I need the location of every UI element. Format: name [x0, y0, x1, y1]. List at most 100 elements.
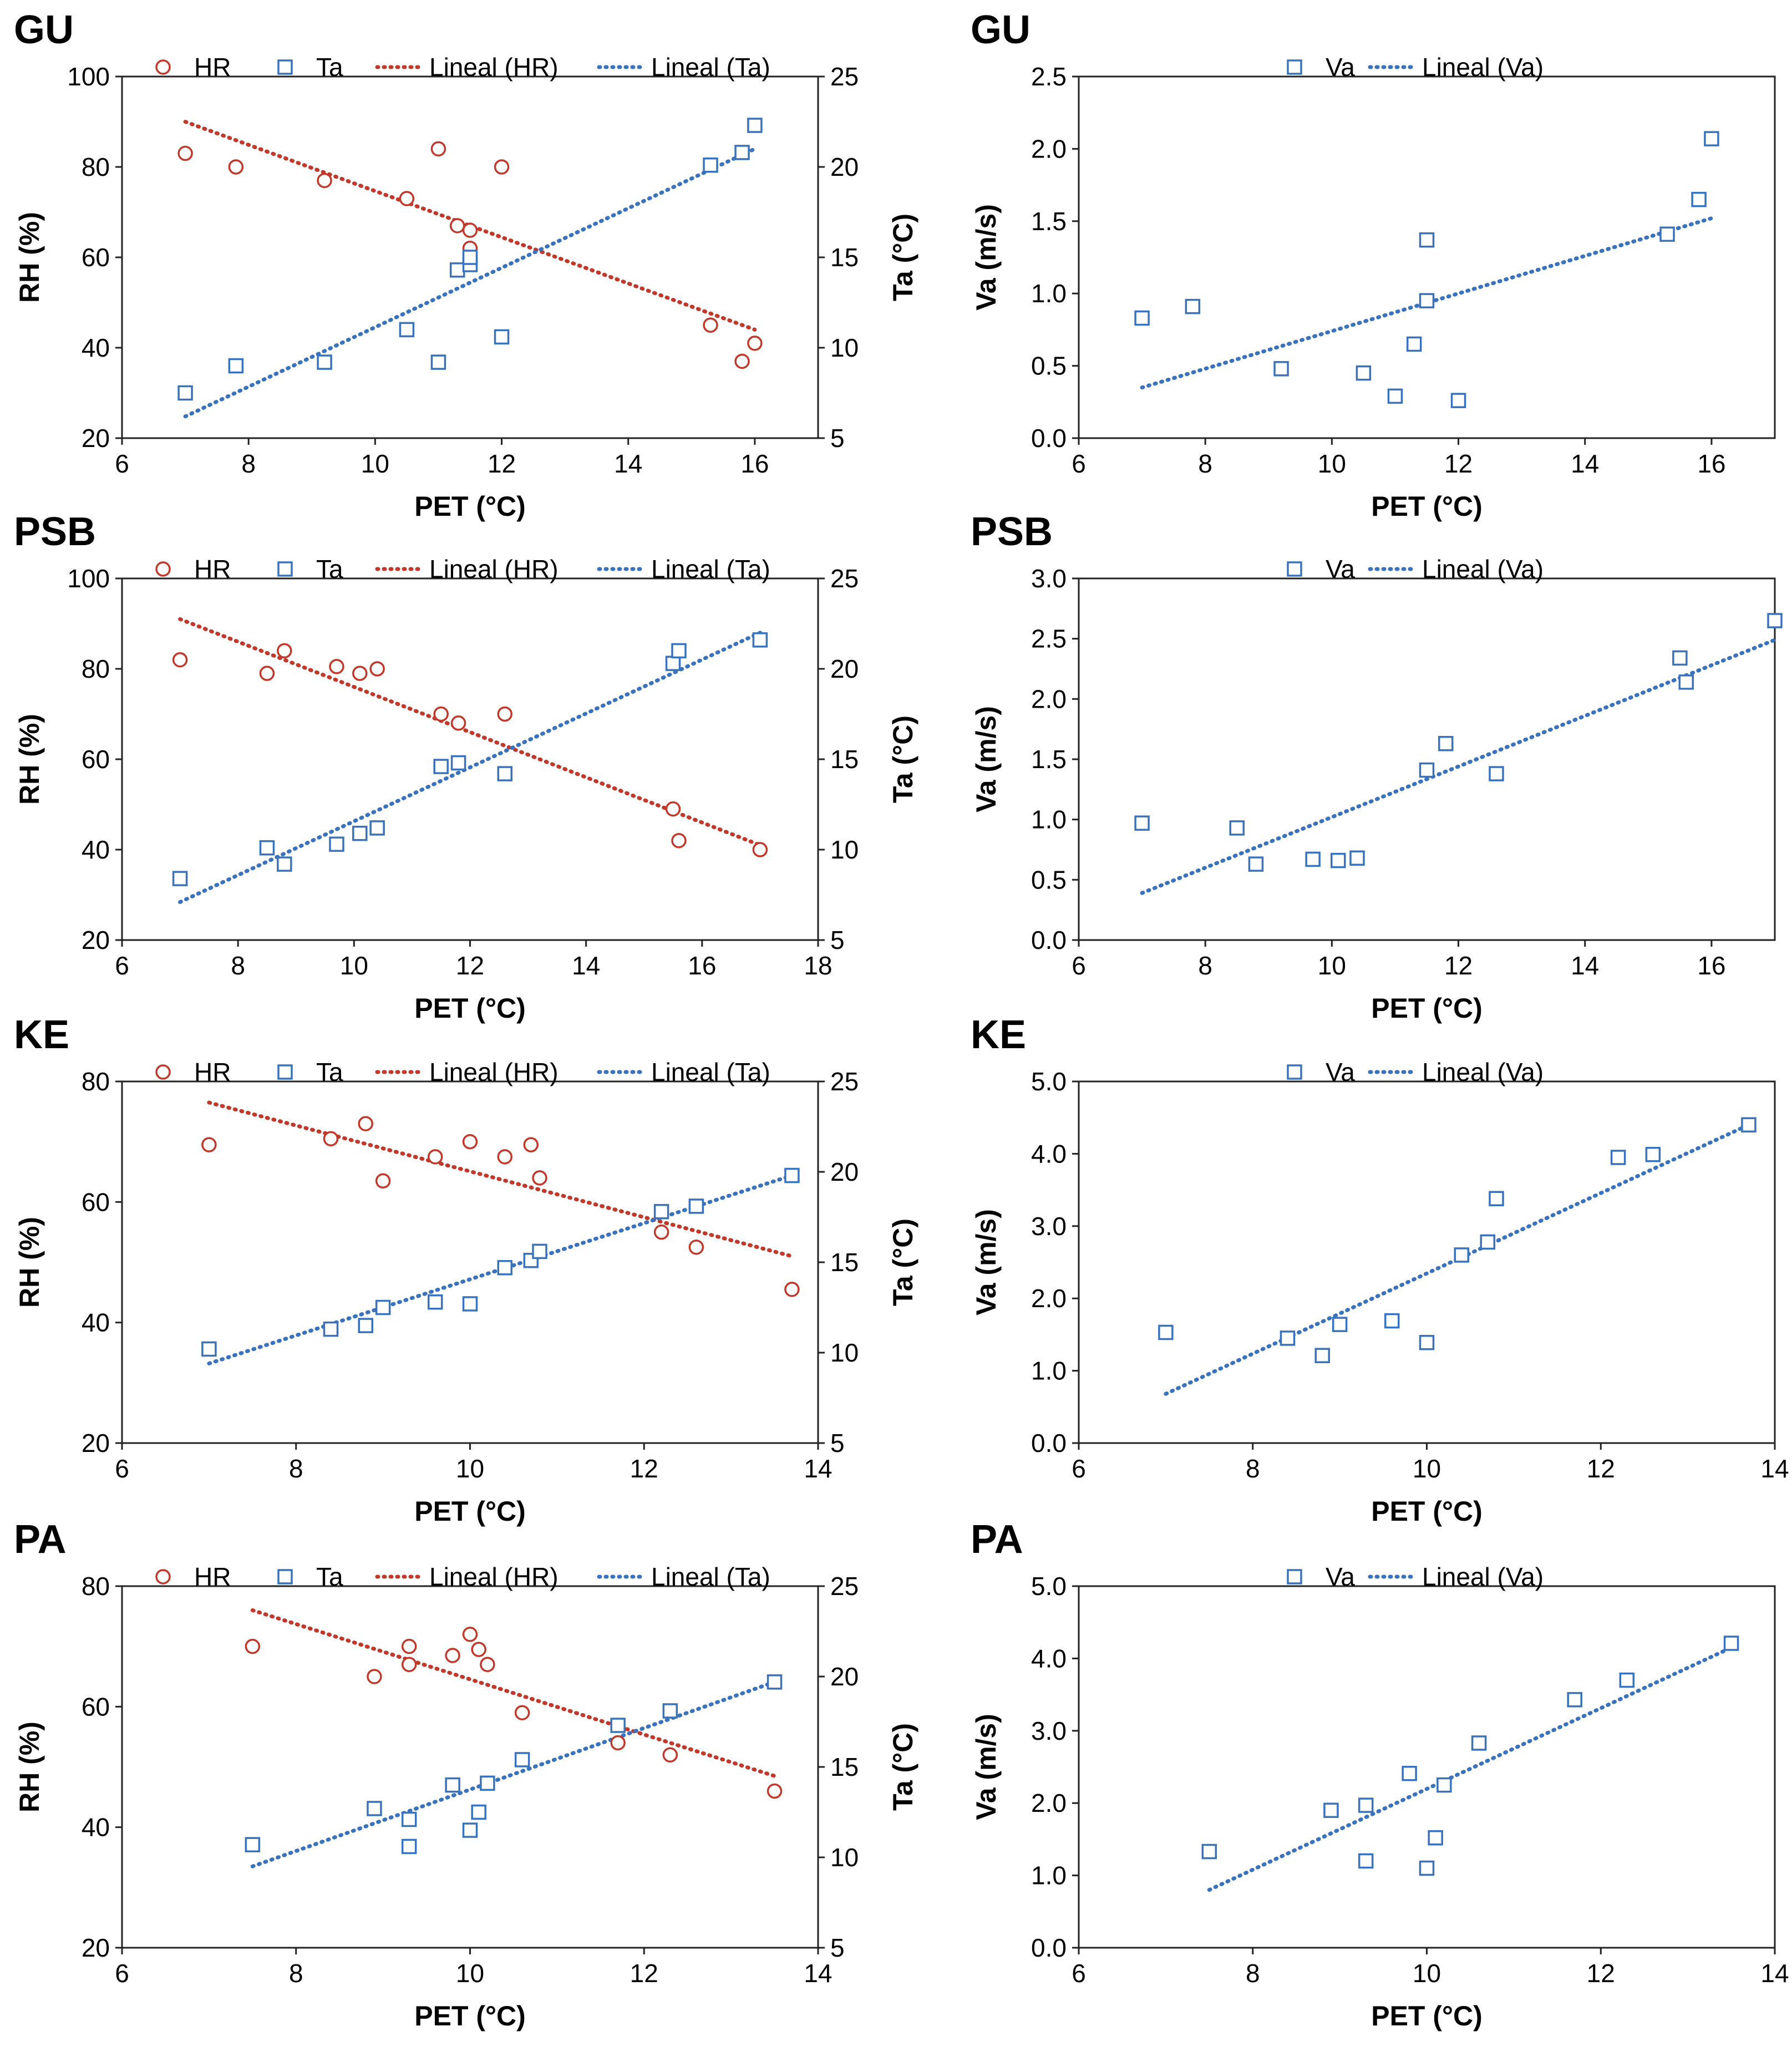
data-point-hr: [497, 1149, 512, 1165]
y-left-tick-label: 20: [82, 926, 110, 954]
data-point-hr: [784, 1282, 800, 1297]
x-axis-title: PET (°C): [414, 2000, 526, 2031]
data-point-va: [1280, 1330, 1296, 1346]
x-axis-title: PET (°C): [1371, 993, 1483, 1024]
data-point-va: [1358, 1853, 1374, 1869]
y-left-tick-label: 4.0: [1031, 1644, 1067, 1673]
data-point-ta: [277, 856, 292, 872]
y-right-axis-title: Ta (°C): [887, 715, 918, 803]
data-point-va: [1406, 336, 1422, 352]
y-right-tick-label: 5: [830, 1933, 845, 1962]
y-right-tick-label: 25: [830, 1572, 859, 1601]
legend-swatch-ta: [277, 561, 293, 577]
y-left-tick-label: 40: [82, 1813, 110, 1842]
data-point-hr: [375, 1173, 391, 1189]
data-point-ta: [201, 1341, 217, 1357]
y-left-tick-label: 3.0: [1031, 1716, 1067, 1745]
data-point-va: [1450, 393, 1466, 408]
x-tick-label: 6: [115, 1959, 129, 1988]
data-point-hr: [449, 218, 465, 233]
y-right-tick-label: 25: [830, 62, 859, 91]
x-tick-label: 12: [1444, 951, 1473, 980]
data-point-hr: [747, 336, 763, 351]
y-left-tick-label: 1.0: [1031, 805, 1067, 834]
y-right-tick-label: 15: [830, 243, 859, 272]
y-left-tick-label: 4.0: [1031, 1139, 1067, 1168]
data-point-ta: [665, 656, 681, 671]
data-point-va: [1438, 735, 1454, 751]
legend-label-lineal-ta: Lineal (Ta): [651, 53, 770, 82]
trendline-lineal-hr: [207, 1100, 794, 1258]
legend-label-va: Va: [1326, 555, 1355, 583]
data-point-hr: [358, 1116, 373, 1131]
data-point-ta: [177, 385, 193, 401]
data-point-va: [1480, 1234, 1496, 1250]
y-left-tick-label: 1.5: [1031, 207, 1067, 236]
data-point-va: [1384, 1313, 1400, 1329]
data-point-va: [1356, 365, 1372, 381]
data-point-ta: [449, 262, 465, 278]
panel-title: GU: [971, 8, 1030, 52]
data-point-ta: [317, 354, 332, 370]
data-point-va: [1741, 1117, 1757, 1132]
chart-gu-right: GU 6 8 10 12 14 16 0.0 0.5 1.0 1.5 2.0 2.5 PET (°C) Va…: [971, 8, 1776, 522]
data-point-va: [1454, 1247, 1469, 1263]
x-tick-label: 8: [1198, 951, 1212, 980]
x-tick-label: 10: [456, 1454, 484, 1483]
data-point-hr: [703, 317, 718, 333]
data-point-ta: [471, 1804, 486, 1820]
data-point-ta: [323, 1321, 339, 1337]
data-point-va: [1349, 850, 1365, 866]
y-left-tick-label: 2.0: [1031, 684, 1067, 713]
data-point-hr: [352, 666, 368, 681]
chart-gu-left: GU 6 8 10 12 14 16 20 40 60 80 100 5 10 15 20 25 PET (°C)…: [14, 8, 918, 522]
y-right-tick-label: 25: [830, 1067, 859, 1096]
y-left-tick-label: 40: [82, 835, 110, 864]
legend-swatch-va: [1287, 59, 1302, 75]
trendline-lineal-hr: [250, 1608, 777, 1778]
legend-label-lineal-hr: Lineal (HR): [429, 555, 559, 583]
y-left-tick-label: 3.0: [1031, 564, 1067, 593]
y-axis-title: Va (m/s): [971, 1714, 1002, 1820]
data-point-va: [1305, 851, 1321, 867]
data-point-va: [1419, 232, 1435, 248]
y-axis-title: RH (%): [14, 1721, 45, 1812]
legend-label-lineal-va: Lineal (Va): [1422, 1058, 1544, 1086]
y-left-tick-label: 60: [82, 1187, 110, 1216]
y-left-tick-label: 3.0: [1031, 1212, 1067, 1241]
panel-title: PA: [14, 1517, 67, 1562]
legend: HR Ta Lineal (HR) Lineal (Ta): [155, 53, 770, 82]
data-point-ta: [245, 1837, 261, 1852]
x-tick-label: 14: [1571, 951, 1599, 980]
data-point-hr: [245, 1638, 261, 1654]
trendline-lineal-ta: [183, 146, 757, 419]
y-right-tick-label: 5: [830, 926, 845, 954]
data-point-ta: [228, 358, 244, 374]
plot-frame: [121, 577, 819, 941]
data-point-ta: [747, 118, 763, 133]
x-tick-label: 8: [1198, 449, 1212, 478]
y-left-tick-label: 80: [82, 153, 110, 181]
x-tick-label: 6: [115, 951, 129, 980]
data-point-va: [1419, 293, 1435, 308]
legend-swatch-ta: [277, 1569, 293, 1584]
data-point-hr: [462, 1134, 478, 1150]
legend-label-va: Va: [1326, 1058, 1355, 1086]
chart-ke-right: KE 6 8 10 12 14 0.0 1.0 2.0 3.0 4.0 5.0 PET (°C) Va (…: [971, 1013, 1789, 1527]
data-point-va: [1419, 1334, 1435, 1350]
data-point-hr: [688, 1240, 704, 1255]
data-point-ta: [532, 1243, 547, 1259]
y-left-tick-label: 0.0: [1031, 1933, 1067, 1962]
data-point-va: [1387, 388, 1403, 404]
y-axis-title: RH (%): [14, 1217, 45, 1308]
data-point-ta: [494, 329, 510, 345]
y-left-tick-label: 0.5: [1031, 865, 1067, 894]
chart-pa-right: PA 6 8 10 12 14 0.0 1.0 2.0 3.0 4.0 5.0 PET (°C) Va (…: [971, 1517, 1789, 2031]
y-right-tick-label: 20: [830, 1662, 859, 1691]
data-point-ta: [653, 1203, 669, 1220]
data-point-ta: [375, 1299, 391, 1315]
y-left-tick-label: 2.0: [1031, 1789, 1067, 1817]
y-right-tick-label: 25: [830, 564, 859, 593]
x-tick-label: 12: [456, 951, 484, 980]
data-point-hr: [201, 1137, 217, 1152]
